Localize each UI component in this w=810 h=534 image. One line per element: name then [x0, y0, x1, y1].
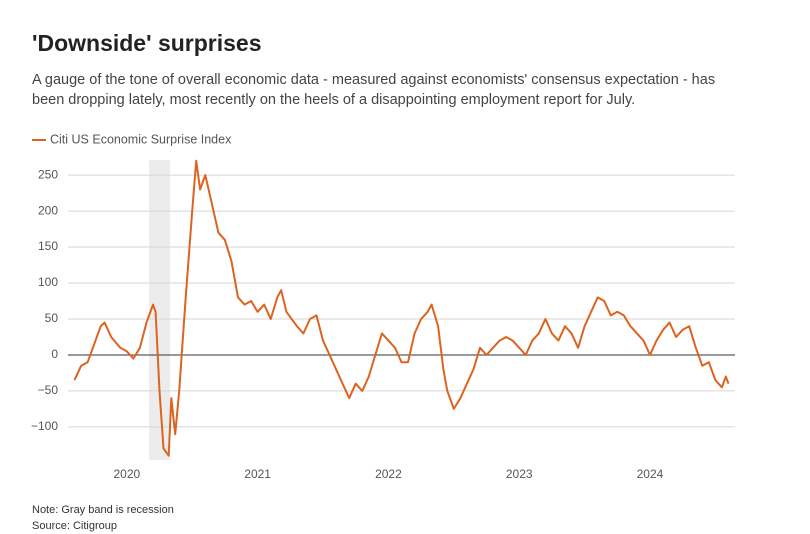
- x-tick-label: 2020: [114, 467, 141, 481]
- y-tick-label: 50: [45, 311, 59, 325]
- y-tick-label: −100: [31, 419, 58, 433]
- x-tick-label: 2021: [244, 467, 271, 481]
- y-tick-label: −50: [38, 383, 59, 397]
- recession-band: [149, 160, 171, 460]
- source: Source: Citigroup: [32, 520, 117, 532]
- legend-label: Citi US Economic Surprise Index: [50, 132, 232, 146]
- y-tick-label: 250: [38, 167, 58, 181]
- chart-title: 'Downside' surprises: [32, 30, 262, 56]
- x-tick-label: 2024: [637, 467, 664, 481]
- y-tick-label: 150: [38, 239, 58, 253]
- notes: Note: Gray band is recession Source: Cit…: [32, 502, 174, 534]
- y-tick-label: 0: [51, 347, 58, 361]
- note: Note: Gray band is recession: [32, 504, 174, 516]
- x-tick-label: 2022: [375, 467, 402, 481]
- y-tick-label: 100: [38, 275, 58, 289]
- series-line: [73, 159, 730, 457]
- y-tick-label: 200: [38, 203, 58, 217]
- x-tick-label: 2023: [506, 467, 533, 481]
- chart-subtitle: A gauge of the tone of overall economic …: [32, 72, 716, 108]
